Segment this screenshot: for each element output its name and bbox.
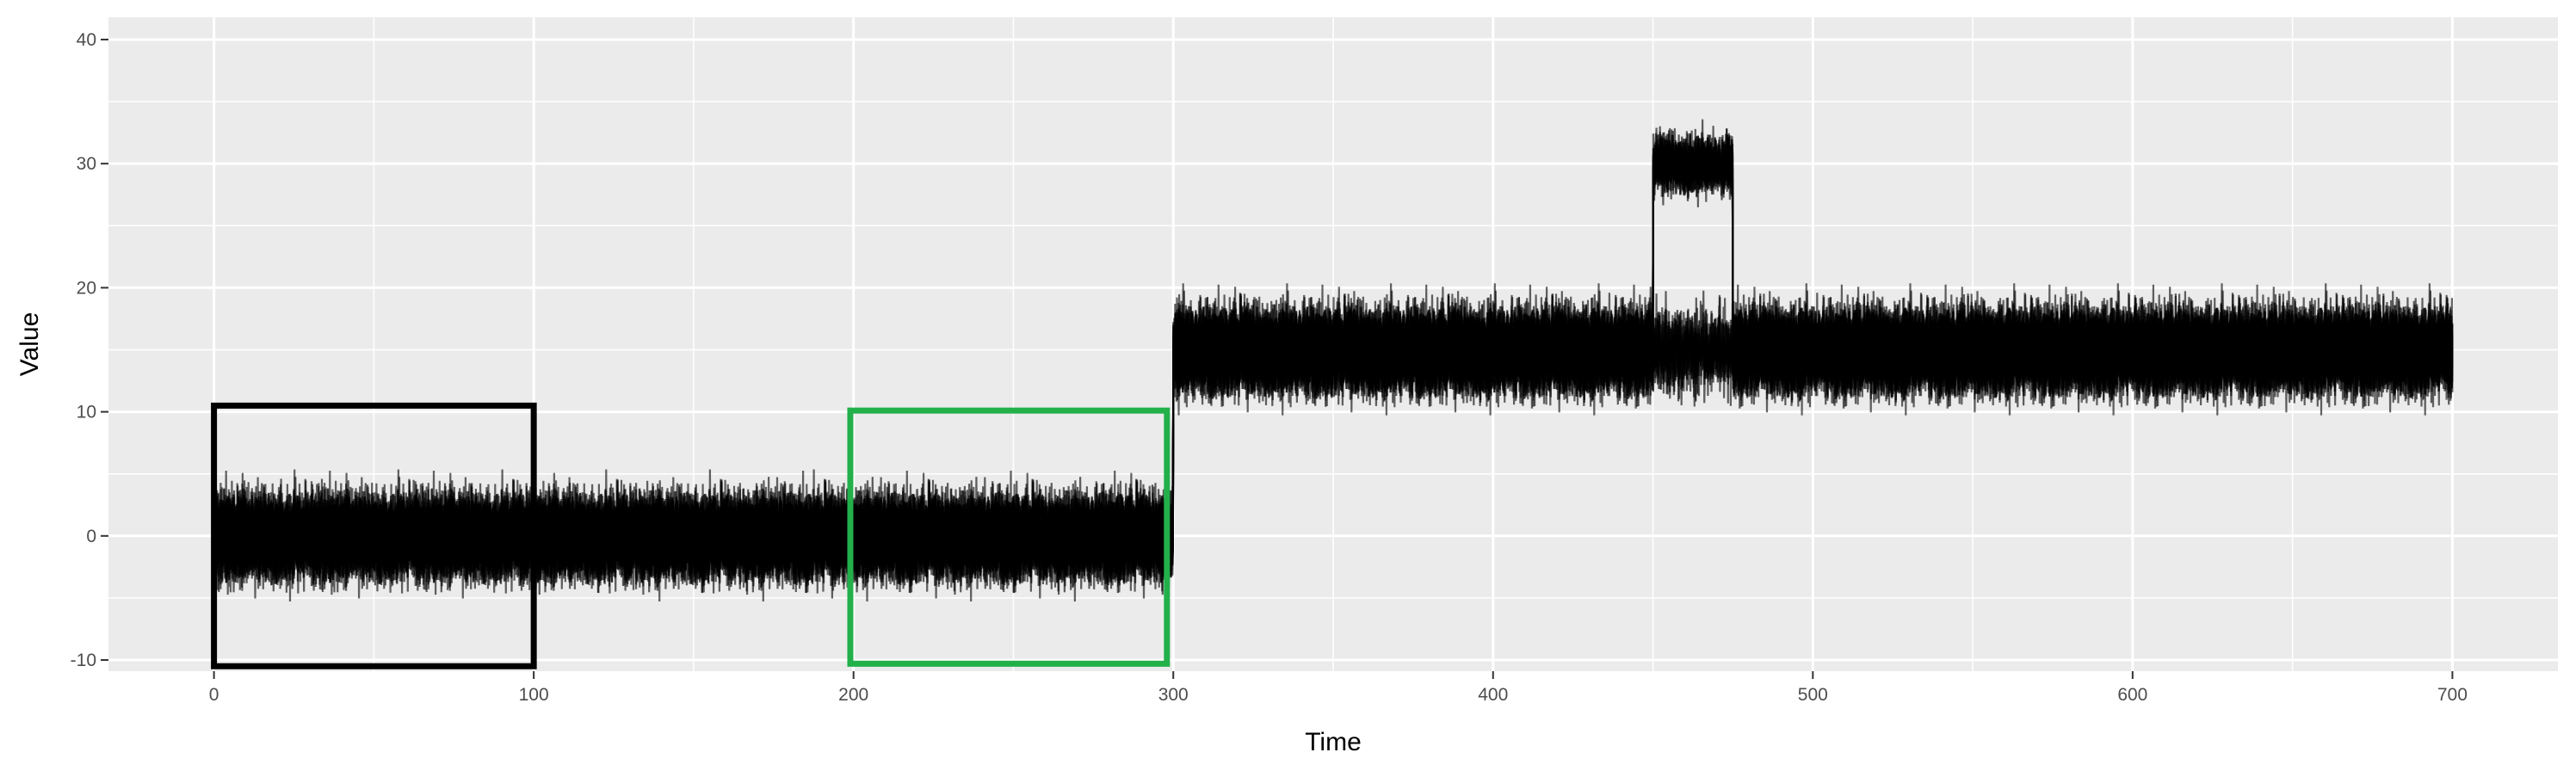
x-tick-label: 100: [519, 685, 549, 705]
x-tick-label: 0: [209, 685, 219, 705]
x-axis-title: Time: [1305, 728, 1362, 756]
x-tick-label: 500: [1798, 685, 1828, 705]
x-tick-label: 700: [2437, 685, 2468, 705]
series-line: [213, 130, 2454, 602]
x-axis: 0 100 200 300 400 500 600 700: [209, 671, 2468, 705]
y-tick-label: 0: [86, 527, 96, 546]
y-tick-label: 20: [77, 278, 96, 298]
series-lines: [213, 119, 2454, 602]
x-tick-label: 600: [2117, 685, 2147, 705]
y-tick-label: 10: [77, 403, 96, 423]
y-tick-label: -10: [71, 651, 96, 670]
highlight-rectangle-2: [847, 407, 1171, 667]
x-tick-label: 300: [1158, 685, 1189, 705]
highlight-rectangles: [211, 402, 1171, 669]
highlight-rectangle-1: [211, 402, 537, 669]
y-tick-label: 40: [77, 30, 96, 50]
x-tick-label: 400: [1478, 685, 1508, 705]
grid-major: [108, 17, 2558, 671]
y-axis: -10 0 10 20 30 40: [71, 30, 108, 670]
x-tick-label: 200: [838, 685, 868, 705]
y-axis-title: Value: [15, 312, 44, 377]
y-tick-label: 30: [77, 154, 96, 174]
